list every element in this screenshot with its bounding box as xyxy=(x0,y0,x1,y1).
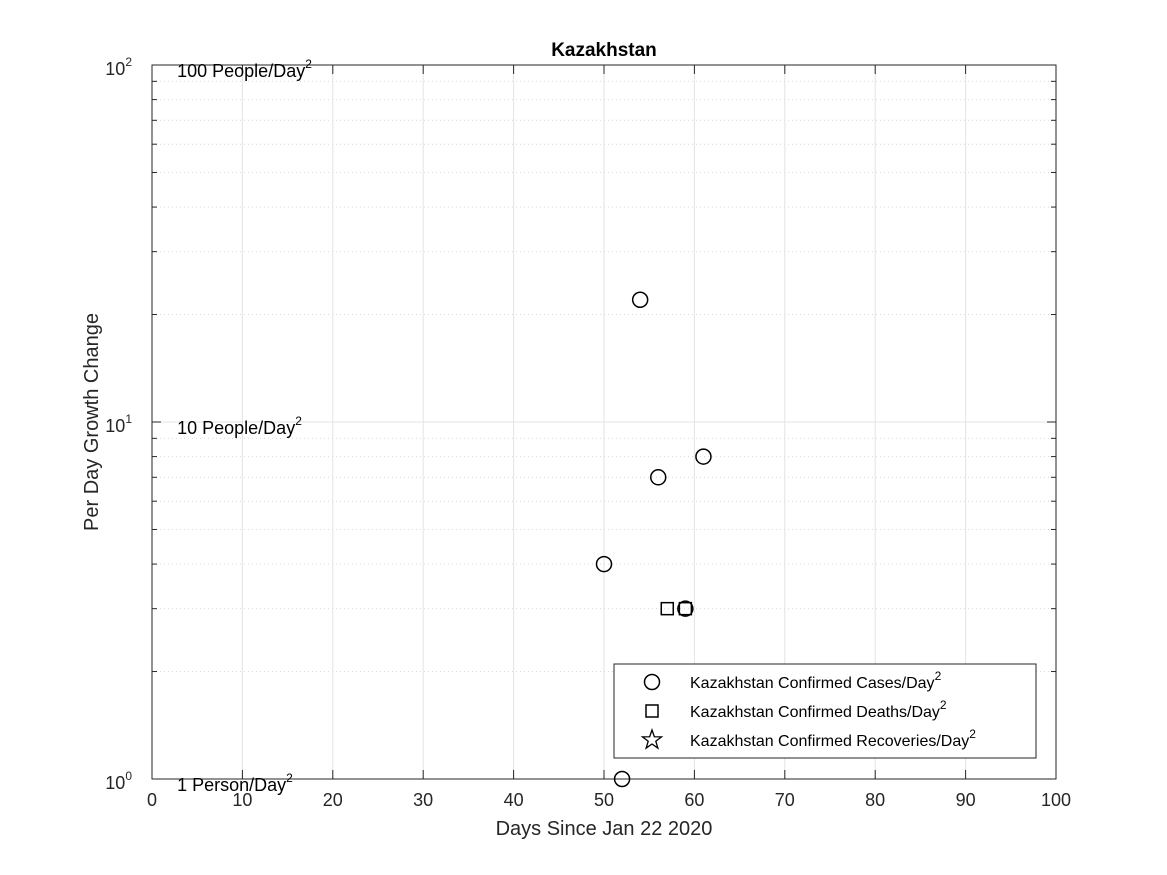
legend-entry-label: Kazakhstan Confirmed Cases/Day2 xyxy=(690,669,942,692)
tick-labels: 0 10 20 30 40 50 60 70 80 90 100 100 101 102 xyxy=(105,55,1071,810)
annotations: 100 People/Day2 10 People/Day2 1 Person/Da… xyxy=(177,57,312,795)
legend-entry-label: Kazakhstan Confirmed Deaths/Day2 xyxy=(690,698,947,721)
x-tick-label: 20 xyxy=(323,790,343,810)
y-tick-label: 102 xyxy=(105,55,132,79)
legend-marker-square xyxy=(645,704,659,718)
y-tick-label: 100 xyxy=(105,769,132,793)
y-tick-label: 101 xyxy=(105,412,132,436)
x-tick-label: 10 xyxy=(232,790,252,810)
data-point-circle xyxy=(613,770,631,788)
reference-annotation: 1 Person/Day2 xyxy=(177,771,293,795)
legend: Kazakhstan Confirmed Cases/Day2 Kazakhsta… xyxy=(613,663,1037,759)
data-point-square xyxy=(660,601,675,616)
data-point-circle xyxy=(631,291,649,309)
x-tick-label: 40 xyxy=(504,790,524,810)
legend-marker-star xyxy=(640,728,664,750)
y-axis-label: Per Day Growth Change xyxy=(81,313,103,531)
reference-annotation: 10 People/Day2 xyxy=(177,414,302,438)
data-point-circle xyxy=(595,555,613,573)
legend-entry-label: Kazakhstan Confirmed Recoveries/Day2 xyxy=(690,727,976,750)
data-point-square xyxy=(678,601,693,616)
reference-annotation: 100 People/Day2 xyxy=(177,57,312,81)
data-point-circle xyxy=(695,448,712,465)
x-tick-label: 70 xyxy=(775,790,795,810)
x-tick-label: 100 xyxy=(1041,790,1071,810)
legend-marker-circle xyxy=(643,673,661,691)
chart-title: Kazakhstan xyxy=(551,40,657,61)
x-tick-label: 90 xyxy=(956,790,976,810)
x-tick-label: 30 xyxy=(413,790,433,810)
legend-box xyxy=(613,663,1037,759)
data-point-circle xyxy=(677,600,694,617)
axes xyxy=(151,64,1057,780)
x-tick-label: 60 xyxy=(684,790,704,810)
x-axis-label: Days Since Jan 22 2020 xyxy=(496,818,713,840)
data-point-circle xyxy=(649,469,667,486)
x-tick-label: 0 xyxy=(147,790,157,810)
x-tick-label: 50 xyxy=(594,790,614,810)
x-tick-label: 80 xyxy=(865,790,885,810)
data-points xyxy=(595,291,712,788)
